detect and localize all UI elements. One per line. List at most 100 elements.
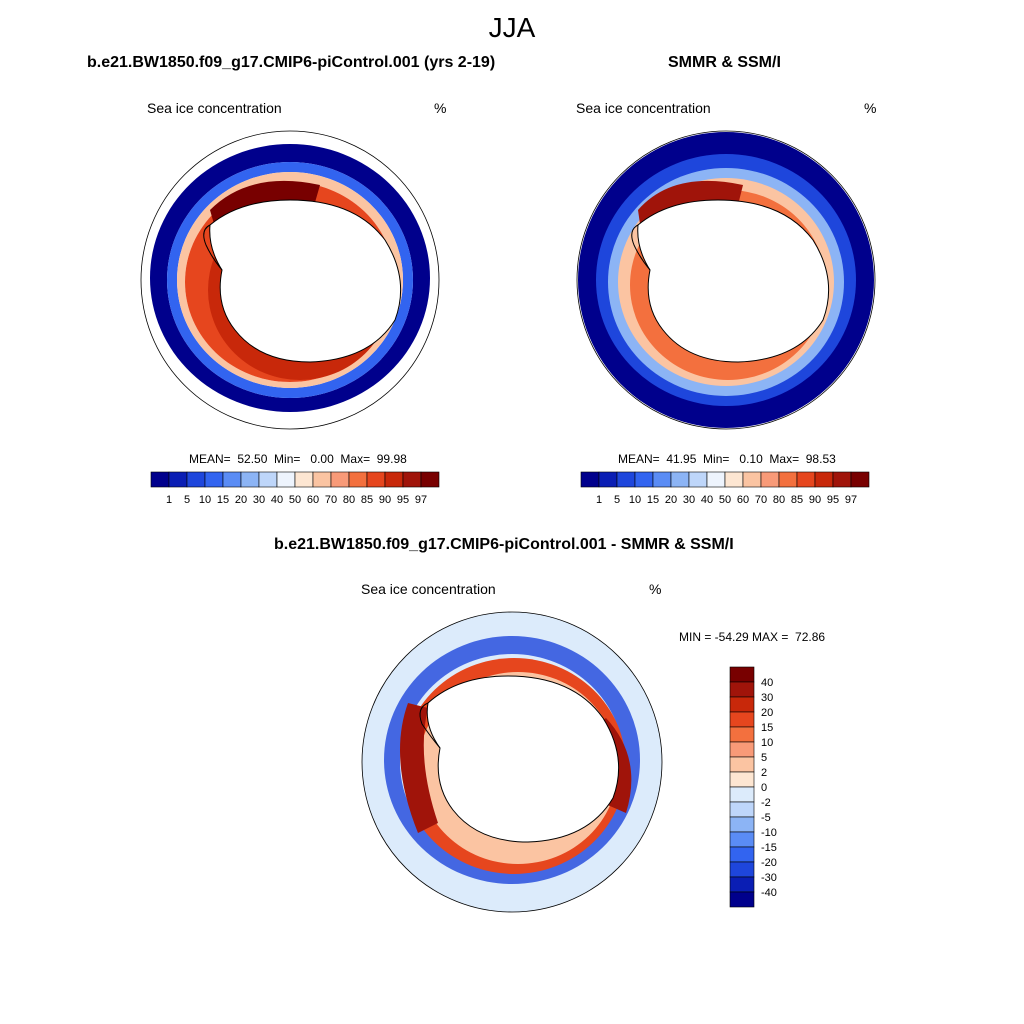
colorbar-3-tick-label: -20 [761,857,777,869]
colorbar-3-swatch [729,891,755,908]
colorbar-3-swatch [729,681,755,698]
colorbar-1-swatch [402,471,422,488]
colorbar-3-swatch [729,726,755,743]
panel-2-map [576,130,876,430]
colorbar-2-tick-label: 97 [845,494,857,506]
colorbar-1-swatch [240,471,260,488]
colorbar-1-tick-label: 60 [307,494,319,506]
panel-2-units: % [864,100,877,116]
colorbar-1-tick-label: 90 [379,494,391,506]
colorbar-1-tick-label: 20 [235,494,247,506]
colorbar-2-swatch [580,471,600,488]
colorbar-1-tick-label: 10 [199,494,211,506]
colorbar-2-tick-label: 20 [665,494,677,506]
map-boundary [576,130,876,430]
colorbar-1-tick-label: 15 [217,494,229,506]
colorbar-1-swatch [204,471,224,488]
colorbar-2-swatch [724,471,744,488]
colorbar-2-swatch [598,471,618,488]
panel-3-title: b.e21.BW1850.f09_g17.CMIP6-piControl.001… [274,536,734,553]
panel-1-map [140,130,440,430]
colorbar-3-tick-label: 30 [761,692,773,704]
map-boundary [140,130,440,430]
colorbar-1-tick-label: 30 [253,494,265,506]
colorbar-2-tick-label: 90 [809,494,821,506]
colorbar-3-tick-label: 15 [761,722,773,734]
colorbar-3-swatch [729,846,755,863]
colorbar-2-tick-label: 80 [773,494,785,506]
colorbar-2-swatch [742,471,762,488]
colorbar-3-tick-label: -5 [761,812,771,824]
colorbar-3-tick-label: 10 [761,737,773,749]
colorbar-3-swatch [729,741,755,758]
antarctic-peninsula [203,224,223,271]
colorbar-2-tick-label: 15 [647,494,659,506]
panel-1-units: % [434,100,447,116]
colorbar-3-tick-label: 5 [761,752,767,764]
colorbar-1-tick-label: 40 [271,494,283,506]
colorbar-2-swatch [832,471,852,488]
colorbar-2-tick-label: 30 [683,494,695,506]
colorbar-3-swatch [729,696,755,713]
colorbar-2-swatch [796,471,816,488]
antarctic-peninsula [631,224,651,271]
panel-3-map [361,611,663,913]
colorbar-1-swatch [186,471,206,488]
colorbar-3-swatch [729,831,755,848]
panel-1-variable: Sea ice concentration [147,100,282,116]
colorbar-3-tick-label: 20 [761,707,773,719]
colorbar-2-tick-label: 50 [719,494,731,506]
colorbar-1-swatch [330,471,350,488]
antarctica-land [209,199,402,363]
colorbar-2-swatch [778,471,798,488]
panel-3-variable: Sea ice concentration [361,581,496,597]
colorbar-3-tick-label: -40 [761,887,777,899]
colorbar-2-tick-label: 95 [827,494,839,506]
panel-2-stats: MEAN= 41.95 Min= 0.10 Max= 98.53 [618,452,836,466]
colorbar-2-tick-label: 5 [614,494,620,506]
colorbar-3-swatch [729,756,755,773]
colorbar-2-swatch [850,471,870,488]
colorbar-3-tick-label: 40 [761,677,773,689]
colorbar-2-tick-label: 60 [737,494,749,506]
diff-strong-west [400,703,438,833]
antarctica-land [426,675,620,843]
colorbar-1-swatch [294,471,314,488]
panel-2-colorbar: 1 5 10 15 20 30 40 50 60 70 80 85 90 95 97 [580,471,870,506]
colorbar-1-swatch [258,471,278,488]
colorbar-1-swatch [276,471,296,488]
colorbar-2-swatch [688,471,708,488]
colorbar-2-swatch [670,471,690,488]
colorbar-2-swatch [634,471,654,488]
colorbar-2-tick-label: 70 [755,494,767,506]
colorbar-2-tick-label: 1 [596,494,602,506]
colorbar-3-tick-label: -30 [761,872,777,884]
colorbar-1-tick-label: 80 [343,494,355,506]
colorbar-1-swatch [168,471,188,488]
colorbar-3-swatch [729,861,755,878]
panel-3-stats: MIN = -54.29 MAX = 72.86 [679,630,826,644]
panel-1-title: b.e21.BW1850.f09_g17.CMIP6-piControl.001… [87,54,496,71]
colorbar-3-swatch [729,771,755,788]
colorbar-3-swatch [729,801,755,818]
colorbar-2-swatch [760,471,780,488]
colorbar-1-tick-label: 95 [397,494,409,506]
colorbar-1-swatch [312,471,332,488]
antarctica-land [637,199,830,363]
colorbar-1-swatch [420,471,440,488]
colorbar-1-swatch [348,471,368,488]
colorbar-1-tick-label: 50 [289,494,301,506]
colorbar-1-tick-label: 1 [166,494,172,506]
colorbar-2-swatch [616,471,636,488]
map-boundary [361,611,663,913]
colorbar-3-swatch [729,666,755,683]
colorbar-3-swatch [729,876,755,893]
colorbar-3-tick-label: -15 [761,842,777,854]
colorbar-3-swatch [729,786,755,803]
colorbar-1-swatch [366,471,386,488]
colorbar-2-tick-label: 40 [701,494,713,506]
colorbar-2-swatch [814,471,834,488]
colorbar-2-swatch [706,471,726,488]
colorbar-1-tick-label: 5 [184,494,190,506]
